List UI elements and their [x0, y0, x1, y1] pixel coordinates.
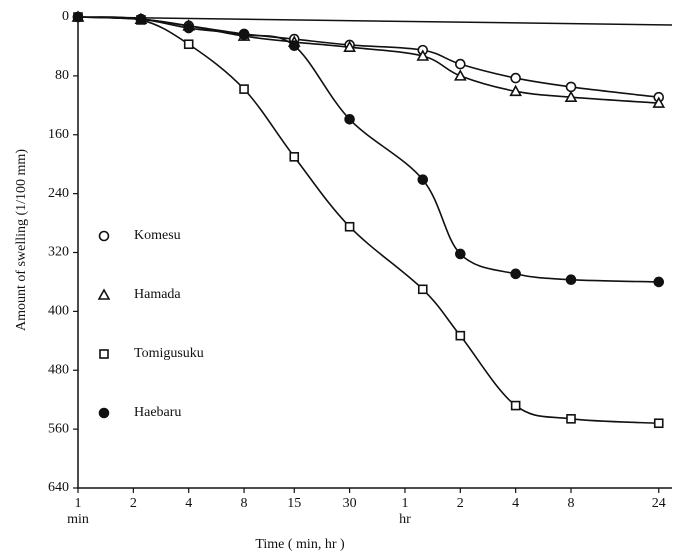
x-tick-label: 2	[457, 496, 464, 511]
data-point	[343, 40, 356, 52]
data-point	[455, 248, 466, 260]
data-point	[565, 81, 577, 93]
data-point	[238, 29, 250, 40]
data-point	[289, 152, 300, 162]
data-point	[653, 418, 664, 429]
y-tick-label: 400	[48, 304, 69, 319]
data-point	[565, 274, 577, 286]
data-point	[288, 40, 300, 52]
x-axis-label: Time ( min, hr )	[255, 537, 345, 552]
data-point	[566, 414, 576, 424]
data-point	[72, 11, 84, 23]
series-line	[77, 16, 659, 283]
x-tick-label: 15	[287, 496, 301, 511]
x-tick-label: 8	[568, 496, 575, 511]
data-point	[344, 221, 355, 232]
data-point	[416, 49, 430, 61]
annotation: hr	[399, 512, 411, 527]
data-point	[417, 174, 429, 185]
x-tick-label: 1	[401, 496, 408, 511]
data-point	[510, 268, 521, 280]
y-tick-label: 160	[48, 127, 69, 142]
data-point	[417, 284, 428, 295]
legend-marker	[98, 407, 110, 419]
legend-marker	[97, 288, 111, 300]
data-point	[135, 13, 147, 25]
data-point	[455, 330, 466, 341]
data-point	[183, 39, 194, 50]
x-tick-label: 4	[512, 496, 519, 511]
data-point	[453, 69, 467, 81]
data-point	[510, 72, 521, 84]
y-tick-label: 80	[55, 68, 69, 83]
y-tick-label: 0	[62, 9, 69, 24]
series-line	[77, 16, 659, 425]
legend-label: Haebaru	[134, 405, 181, 420]
y-tick-label: 640	[48, 480, 69, 495]
y-tick-label: 320	[48, 245, 69, 260]
x-tick-label: 4	[185, 496, 192, 511]
legend-marker	[99, 349, 109, 359]
y-axis-label: Amount of swelling (1/100 mm)	[14, 149, 29, 331]
data-point	[239, 84, 249, 94]
x-tick-label: 1	[75, 496, 82, 511]
data-point	[509, 84, 523, 97]
data-point	[653, 276, 665, 288]
legend-label: Hamada	[134, 287, 181, 302]
y-tick-label: 480	[48, 362, 69, 377]
x-tick-label: 2	[130, 496, 137, 511]
data-point	[510, 400, 521, 411]
annotation: min	[67, 512, 89, 527]
x-tick-label: 8	[241, 496, 248, 511]
legend-label: Komesu	[134, 228, 181, 243]
data-point	[344, 113, 355, 125]
y-tick-label: 240	[48, 186, 69, 201]
data-point	[564, 90, 578, 103]
data-point	[652, 96, 666, 108]
legend-label: Tomigusuku	[134, 346, 204, 361]
data-point	[183, 22, 195, 34]
y-tick-label: 560	[48, 421, 69, 436]
x-tick-label: 30	[343, 496, 357, 511]
x-tick-label: 24	[652, 496, 666, 511]
data-point	[455, 58, 466, 70]
legend-marker	[98, 230, 110, 242]
